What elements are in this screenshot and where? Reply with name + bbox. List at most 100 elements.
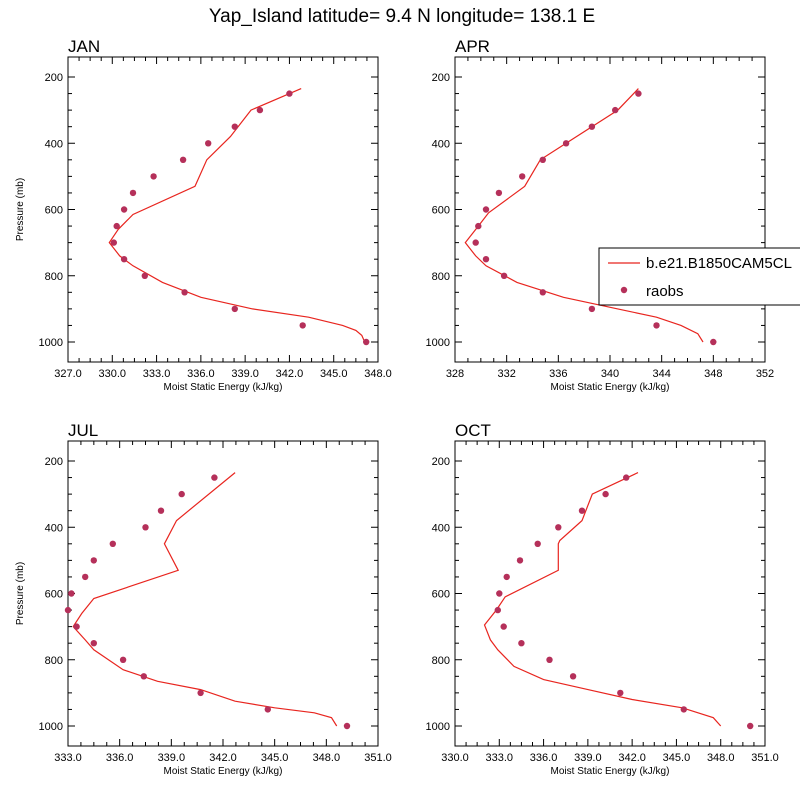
obs-point [113,222,120,230]
x-tick-label: 336.0 [106,752,134,764]
x-tick-label: 345.0 [261,752,289,764]
obs-point [555,524,562,531]
obs-point [150,173,157,180]
y-tick-label: 600 [432,205,450,217]
obs-point [120,256,128,263]
obs-point [109,540,117,547]
x-tick-label: 348.0 [707,752,735,764]
obs-point [500,623,507,630]
obs-point [472,239,479,246]
y-axis-label: Pressure (mb) [15,178,26,241]
obs-point [518,640,525,647]
obs-point [612,106,619,114]
obs-point [617,689,624,697]
x-tick-label: 339.0 [231,368,259,380]
panel-title: JAN [68,37,100,56]
panels: JAN 327.0 330.0 333.0 336.0 339.0 342.0 345.0 34… [15,37,779,777]
legend-obs-marker [620,286,628,294]
figure-title: Yap_Island latitude= 9.4 N longitude= 13… [209,6,595,27]
obs-point [120,206,128,213]
obs-point [534,540,541,547]
x-tick-label: 351.0 [364,752,392,764]
obs-point [256,106,264,114]
panel-title: OCT [455,421,491,440]
y-tick-label: 400 [45,522,63,534]
panel-title: APR [455,37,490,56]
x-tick-label: 333.0 [54,752,82,764]
y-tick-label: 400 [432,138,450,150]
obs-point [64,606,72,614]
obs-point [495,189,503,197]
y-tick-label: 600 [45,205,63,217]
obs-point [710,338,717,346]
y-tick-label: 800 [432,655,450,667]
x-tick-label: 348.0 [364,368,392,380]
x-tick-label: 342.0 [618,752,646,764]
obs-point [231,305,238,313]
y-tick-label: 1000 [426,337,450,349]
obs-point [569,673,577,680]
x-tick-label: 342.0 [209,752,237,764]
x-axis-label: Moist Static Energy (kJ/kg) [551,382,670,393]
y-tick-label: 600 [432,589,450,601]
obs-point [119,656,127,663]
x-tick-label: 348 [704,368,722,380]
x-axis-label: Moist Static Energy (kJ/kg) [164,766,283,777]
obs-point [157,507,165,514]
obs-point [546,656,553,663]
obs-point [197,689,204,697]
x-axis-label: Moist Static Energy (kJ/kg) [551,766,670,777]
obs-point [181,289,188,296]
obs-point [211,474,218,481]
obs-point [653,322,660,329]
obs-point [264,706,271,713]
obs-point [588,305,596,313]
obs-point [363,338,370,346]
obs-point [179,156,187,163]
obs-point [539,289,546,296]
y-tick-label: 200 [45,456,63,468]
y-tick-label: 1000 [426,721,450,733]
obs-point [475,222,482,230]
obs-point [90,640,98,647]
obs-point [519,173,526,180]
y-tick-label: 200 [432,72,450,84]
obs-point [343,722,351,730]
x-tick-label: 328 [446,368,464,380]
x-tick-label: 327.0 [54,368,82,380]
obs-point [635,90,642,97]
x-axis-label: Moist Static Energy (kJ/kg) [164,382,283,393]
obs-point [680,706,687,713]
obs-point [539,156,546,163]
legend-model-label: b.e21.B1850CAM5CL [646,255,792,272]
x-tick-label: 330.0 [99,368,127,380]
y-tick-label: 200 [432,456,450,468]
x-tick-label: 339.0 [574,752,602,764]
obs-point [82,573,89,581]
model-series-line [464,88,704,343]
panel-title: JUL [68,421,98,440]
plot-frame [67,440,379,747]
obs-point [503,573,510,581]
panel-apr: APR 328 332 336 340 344 348 352 200 400 600 800 1000… [426,37,775,393]
obs-point [494,606,501,614]
y-tick-label: 200 [45,72,63,84]
obs-point [110,239,118,246]
obs-point [578,507,586,514]
x-tick-label: 333.0 [143,368,171,380]
x-tick-label: 336.0 [187,368,215,380]
panel-oct: OCT 330.0 333.0 336.0 339.0 342.0 345.0 348.0 35… [426,421,779,777]
y-tick-label: 400 [45,138,63,150]
x-tick-label: 333.0 [486,752,514,764]
y-tick-label: 800 [432,271,450,283]
obs-point [623,474,630,481]
y-tick-label: 1000 [39,721,63,733]
obs-point [129,189,137,197]
x-tick-label: 332 [497,368,515,380]
x-tick-label: 330.0 [441,752,469,764]
obs-point [73,623,80,630]
legend-box [598,247,800,306]
obs-point [205,140,212,147]
x-tick-label: 340 [601,368,619,380]
panel-jan: JAN 327.0 330.0 333.0 336.0 339.0 342.0 345.0 34… [15,37,392,393]
